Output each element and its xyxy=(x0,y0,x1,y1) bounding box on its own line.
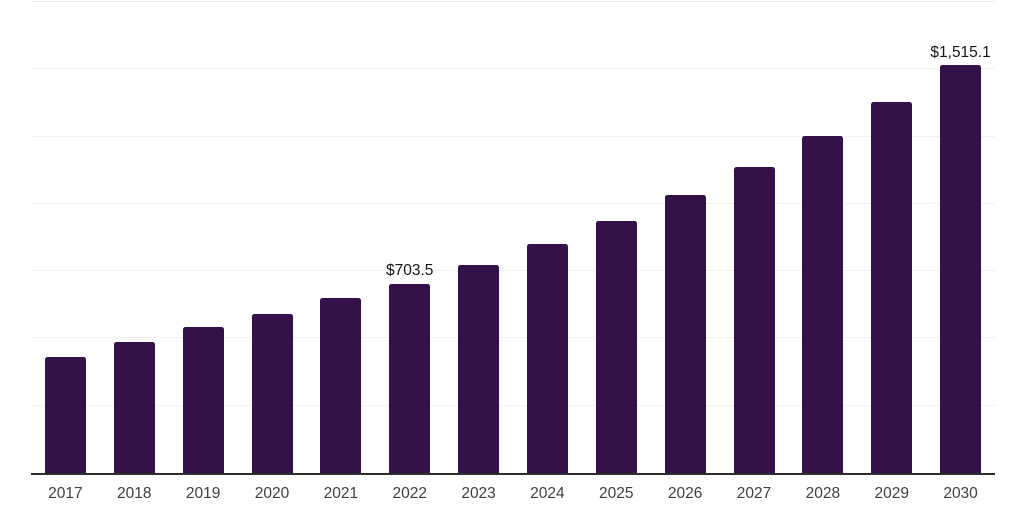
x-axis: 2017 2018 2019 2020 2021 2022 2023 2024 2025 2026… xyxy=(31,485,995,505)
x-tick-2023: 2023 xyxy=(461,485,496,502)
x-tick-2025: 2025 xyxy=(599,485,634,502)
bar-2021 xyxy=(320,298,362,473)
bar-2017 xyxy=(44,357,86,473)
x-tick-2024: 2024 xyxy=(530,485,565,502)
x-tick-2022: 2022 xyxy=(392,485,427,502)
x-tick-2029: 2029 xyxy=(874,485,909,502)
bar-2018 xyxy=(113,341,155,473)
x-tick-2030: 2030 xyxy=(943,485,978,502)
bar-2022 xyxy=(389,283,431,473)
bar-2028 xyxy=(802,136,844,473)
bar-2023 xyxy=(458,264,500,473)
x-tick-2019: 2019 xyxy=(185,485,221,502)
plot-area: $703.5 $1,515.1 xyxy=(31,1,995,473)
bar-2030 xyxy=(940,65,982,473)
gridline xyxy=(31,404,995,406)
gridline xyxy=(31,135,995,137)
gridline xyxy=(31,337,995,339)
data-label-2030: $1,515.1 xyxy=(930,43,991,61)
bar-2025 xyxy=(595,220,637,473)
bar-2020 xyxy=(251,313,293,473)
x-tick-2018: 2018 xyxy=(117,485,152,502)
data-label-2022: $703.5 xyxy=(385,262,434,280)
gridline xyxy=(31,1,995,2)
x-tick-2020: 2020 xyxy=(254,485,290,502)
bar-2019 xyxy=(182,327,224,473)
bar-2029 xyxy=(871,102,913,473)
gridline xyxy=(31,68,995,70)
gridline xyxy=(31,270,995,272)
bar-2027 xyxy=(733,167,775,473)
x-tick-2027: 2027 xyxy=(736,485,772,502)
bar-2026 xyxy=(664,194,706,473)
gridline xyxy=(31,202,995,204)
bar-2024 xyxy=(526,243,568,473)
x-tick-2017: 2017 xyxy=(48,485,83,502)
x-tick-2021: 2021 xyxy=(323,485,359,502)
x-axis-line xyxy=(31,473,995,475)
x-tick-2028: 2028 xyxy=(805,485,841,502)
x-tick-2026: 2026 xyxy=(667,485,703,502)
